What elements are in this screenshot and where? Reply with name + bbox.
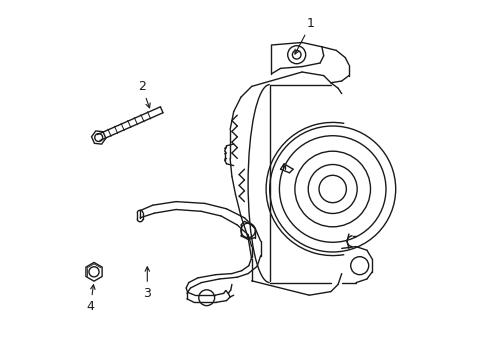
Text: 1: 1 (294, 17, 314, 54)
Text: 3: 3 (143, 267, 151, 300)
Circle shape (95, 134, 102, 141)
Text: 4: 4 (86, 285, 95, 313)
Polygon shape (86, 262, 102, 281)
Text: 2: 2 (138, 80, 150, 108)
Circle shape (89, 267, 99, 277)
Polygon shape (91, 131, 105, 144)
